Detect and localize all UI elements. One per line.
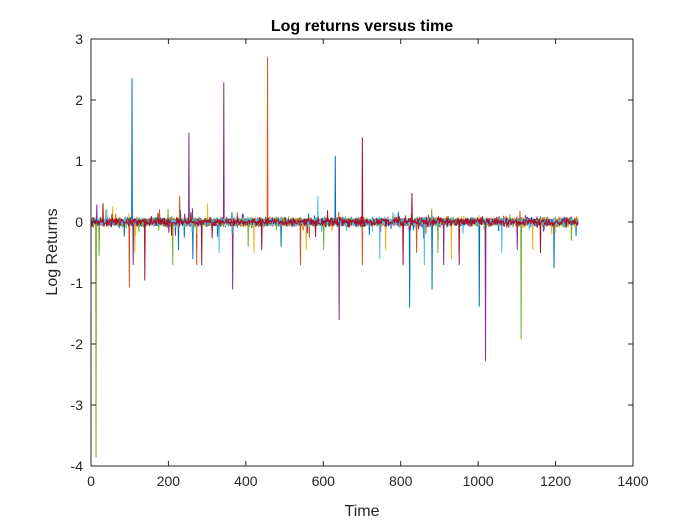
y-tick-label--4: -4 bbox=[71, 458, 84, 474]
x-tick-label-0: 0 bbox=[87, 473, 95, 489]
y-axis-label: Log Returns bbox=[44, 208, 61, 295]
y-tick-label-0: 0 bbox=[75, 214, 83, 230]
y-tick-label--3: -3 bbox=[71, 397, 84, 413]
x-tick-label-1400: 1400 bbox=[617, 473, 648, 489]
y-tick-label-1: 1 bbox=[75, 153, 83, 169]
y-tick-label-2: 2 bbox=[75, 92, 83, 108]
y-tick-label--2: -2 bbox=[71, 336, 84, 352]
x-tick-label-600: 600 bbox=[312, 473, 336, 489]
x-tick-label-400: 400 bbox=[234, 473, 258, 489]
axes-box bbox=[90, 38, 634, 467]
x-tick-label-1200: 1200 bbox=[540, 473, 571, 489]
series-layer bbox=[90, 56, 579, 458]
y-tick-label--1: -1 bbox=[71, 275, 84, 291]
x-tick-label-200: 200 bbox=[157, 473, 181, 489]
series-line-7 bbox=[90, 137, 579, 281]
chart-title: Log returns versus time bbox=[271, 18, 453, 35]
y-tick-label-3: 3 bbox=[75, 31, 83, 47]
x-tick-label-1000: 1000 bbox=[463, 473, 494, 489]
x-axis-label: Time bbox=[345, 503, 380, 520]
x-tick-label-800: 800 bbox=[389, 473, 413, 489]
axes-layer: 0 200 400 600 800 1000 1200 1400 -4 -3 -2 -1 0 1 2 3 bbox=[71, 31, 649, 489]
